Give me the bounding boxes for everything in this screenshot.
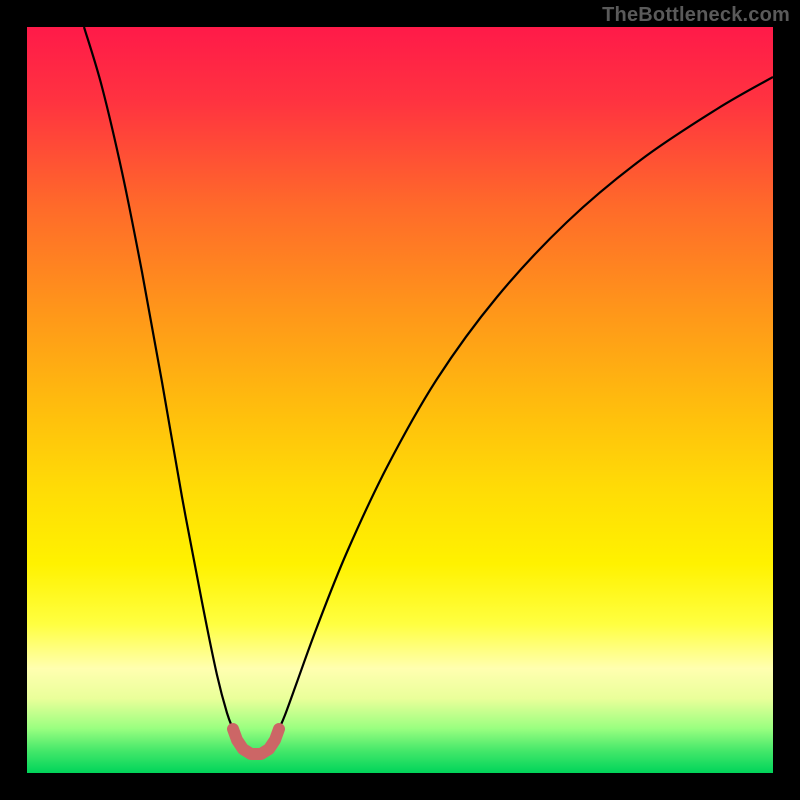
curve-left-branch — [84, 27, 233, 729]
curve-right-branch — [279, 77, 773, 729]
bottleneck-curve — [27, 27, 773, 773]
watermark-text: TheBottleneck.com — [602, 4, 790, 27]
valley-marker — [233, 729, 279, 754]
plot-area — [27, 27, 773, 773]
chart-frame: TheBottleneck.com — [0, 0, 800, 800]
